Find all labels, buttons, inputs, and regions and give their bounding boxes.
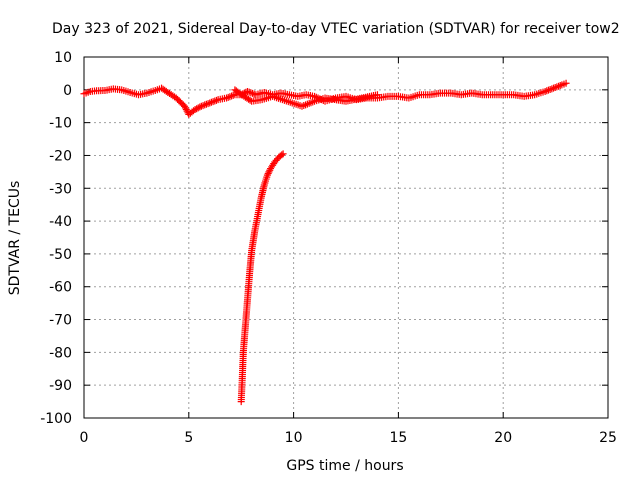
data-point-interp [201,101,209,109]
data-point [550,84,558,92]
data-point [373,91,381,99]
data-point-interp [553,83,561,91]
data-point-interp [211,97,219,105]
data-point [279,150,287,158]
data-point [197,102,205,110]
x-tick-label: 5 [184,430,193,446]
y-tick-label: -30 [49,181,72,197]
data-point-interp [199,102,207,110]
y-tick-label: -90 [49,378,72,394]
data-point [541,87,549,95]
x-tick-label: 25 [599,430,617,446]
data-point-interp [229,91,237,99]
x-tick-label: 15 [389,430,407,446]
data-point-interp [544,86,552,94]
data-point-interp [209,98,217,106]
data-point-interp [278,151,286,159]
data-point-interp [207,98,215,106]
series-1 [231,86,381,110]
data-point [562,79,570,87]
data-point-interp [193,105,201,113]
data-point-interp [181,104,189,112]
y-tick-label: -60 [49,280,72,296]
series-2 [237,150,287,406]
data-point-interp [264,170,272,178]
data-point-interp [556,82,564,90]
x-tick-label: 10 [285,430,303,446]
chart-title: Day 323 of 2021, Sidereal Day-to-day VTE… [52,21,620,37]
data-point-interp [204,100,212,108]
data-point-interp [182,106,190,114]
data-point [263,171,271,179]
tick-layer: 0 5 10 15 20 25 10 0 -10 -20 -30 -40 -50 -60 -70 -80 -90… [40,50,617,446]
data-point-interp [543,87,551,95]
y-tick-label: -50 [49,247,72,263]
y-tick-label: -70 [49,313,72,329]
data-point [223,94,231,102]
x-tick-label: 0 [80,430,89,446]
y-tick-label: 10 [54,50,72,66]
data-point [191,106,199,114]
data-point-interp [548,85,556,93]
y-tick-label: 0 [63,83,72,99]
plot-frame [83,56,609,419]
y-tick-label: -100 [40,411,72,427]
data-point-interp [551,84,559,92]
data-point-interp [249,89,257,97]
grid-layer [84,57,608,418]
y-tick-label: -20 [49,148,72,164]
x-tick-label: 20 [494,430,512,446]
data-point-interp [245,88,253,96]
data-point-interp [196,103,204,111]
y-tick-label: -40 [49,214,72,230]
x-axis-label: GPS time / hours [286,458,403,474]
data-point [206,99,214,107]
data-point-interp [226,93,234,101]
data-point [181,102,189,110]
data-point-interp [265,168,273,176]
data-point-interp [224,93,232,101]
data-point-interp [228,92,236,100]
data-point-interp [194,104,202,112]
y-axis-label: SDTVAR / TECUs [7,181,23,296]
y-tick-label: -10 [49,116,72,132]
data-layer [80,79,570,406]
data-point-interp [546,85,554,93]
data-point-interp [247,89,255,97]
data-point-interp [212,96,220,104]
data-point [243,87,251,95]
y-tick-label: -80 [49,345,72,361]
data-point-interp [555,82,563,90]
data-point-interp [202,100,210,108]
